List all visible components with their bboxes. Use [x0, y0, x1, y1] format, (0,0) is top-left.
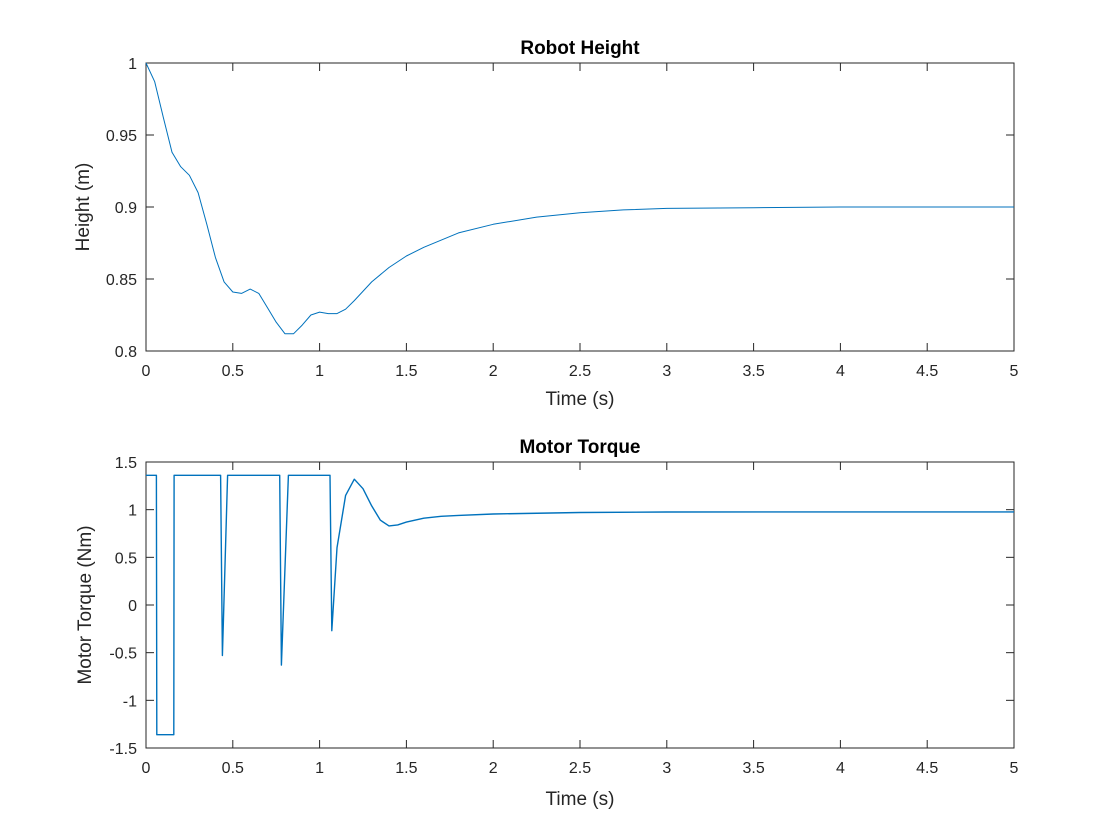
- x-tick-label: 4.5: [916, 760, 938, 777]
- x-tick-label: 3: [662, 760, 671, 777]
- robot-height-plot: Robot Height Time (s) Height (m) 0 0.5 1 1.…: [73, 38, 1019, 410]
- y-tick-label: 0: [128, 598, 137, 615]
- x-tick-label: 3: [662, 363, 671, 380]
- x-tick-label: 2.5: [569, 363, 591, 380]
- x-tick-label: 4.5: [916, 363, 938, 380]
- x-tick-label: 2.5: [569, 760, 591, 777]
- x-tick-label: 0.5: [222, 760, 244, 777]
- y-tick-label: 1: [128, 56, 137, 73]
- x-tick-label: 1.5: [395, 760, 417, 777]
- y-tick-label: -1: [123, 693, 137, 710]
- x-tick-label: 0: [142, 363, 151, 380]
- x-tick-label: 1: [315, 363, 324, 380]
- y-tick-label: 1.5: [115, 455, 137, 472]
- x-tick-label: 0: [142, 760, 151, 777]
- y-axis-label: Motor Torque (Nm): [75, 525, 96, 684]
- y-tick-label: 0.95: [106, 128, 137, 145]
- x-tick-label: 2: [489, 760, 498, 777]
- y-tick-label: -0.5: [109, 646, 137, 663]
- y-axis-label: Height (m): [73, 163, 94, 252]
- x-tick-label: 5: [1010, 760, 1019, 777]
- y-tick-label: 0.8: [115, 344, 137, 361]
- x-tick-label: 3.5: [742, 363, 764, 380]
- y-tick-label: 0.5: [115, 550, 137, 567]
- series-line: [146, 474, 1014, 736]
- plot-title: Robot Height: [520, 38, 640, 59]
- motor-torque-plot: Motor Torque Time (s) Motor Torque (Nm) …: [75, 437, 1019, 810]
- series-group: [146, 474, 1014, 736]
- tick-group: 0 0.5 1 1.5 2 2.5 3 3.5 4 4.5 5 -1.5 -1 -0.5 0 0.5 1 1.5: [109, 455, 1018, 777]
- tick-group: 0 0.5 1 1.5 2 2.5 3 3.5 4 4.5 5 0.8 0.85 0.9 0.95 1: [106, 56, 1019, 380]
- x-axis-label: Time (s): [546, 389, 615, 410]
- x-tick-label: 5: [1010, 363, 1019, 380]
- x-axis-label: Time (s): [546, 789, 615, 810]
- y-tick-label: -1.5: [109, 741, 137, 758]
- x-tick-label: 4: [836, 760, 845, 777]
- x-tick-label: 2: [489, 363, 498, 380]
- series-group: [145, 62, 1014, 335]
- y-tick-label: 1: [128, 503, 137, 520]
- x-tick-label: 1.5: [395, 363, 417, 380]
- x-tick-label: 3.5: [742, 760, 764, 777]
- y-tick-label: 0.9: [115, 200, 137, 217]
- axes-box: [145, 461, 1015, 749]
- plot-title: Motor Torque: [519, 437, 640, 458]
- x-tick-label: 4: [836, 363, 845, 380]
- series-line: [145, 62, 1014, 335]
- x-tick-label: 0.5: [222, 363, 244, 380]
- x-tick-label: 1: [315, 760, 324, 777]
- y-tick-label: 0.85: [106, 272, 137, 289]
